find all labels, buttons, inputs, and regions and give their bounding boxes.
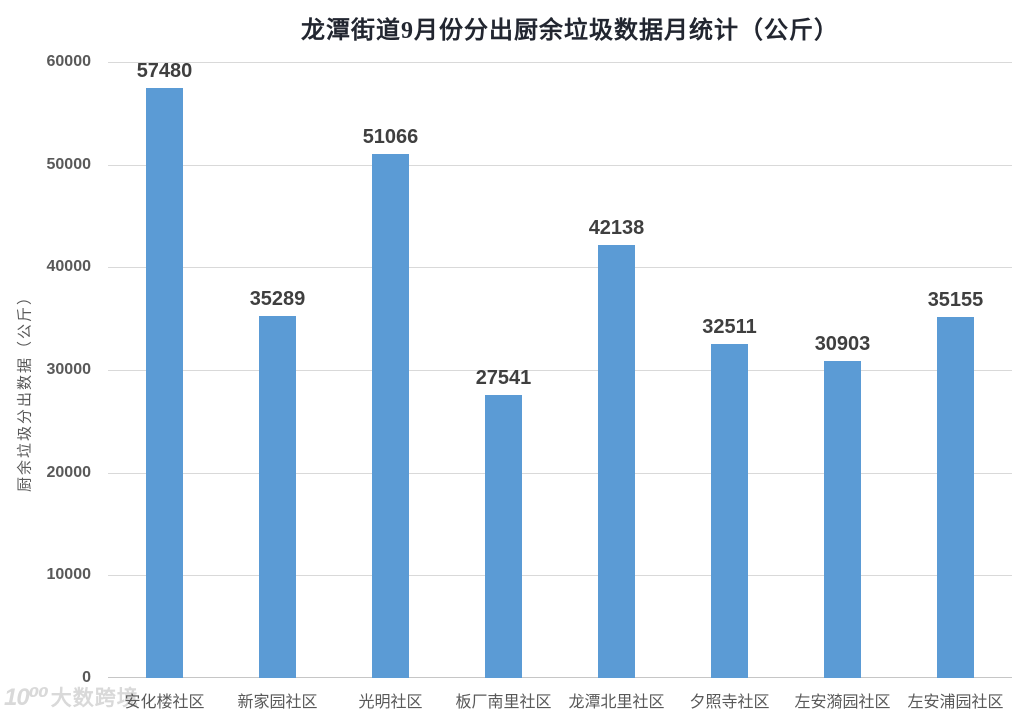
bar bbox=[259, 315, 296, 678]
y-tick-label: 60000 bbox=[46, 53, 92, 70]
x-axis-line bbox=[108, 677, 1012, 678]
x-tick-label: 龙潭北里社区 bbox=[568, 694, 665, 711]
y-tick-label: 20000 bbox=[46, 463, 92, 481]
y-axis-title: 厨余垃圾分出数据（公斤） bbox=[16, 287, 34, 493]
bar bbox=[824, 360, 861, 678]
bar bbox=[711, 344, 748, 678]
gridline bbox=[108, 472, 1012, 474]
x-tick-label: 光明社区 bbox=[358, 694, 423, 711]
gridline bbox=[108, 62, 1012, 63]
bar-value-label: 51066 bbox=[362, 125, 419, 148]
plot-area bbox=[108, 62, 1012, 678]
bar bbox=[937, 317, 974, 678]
x-tick-label: 左安漪园社区 bbox=[794, 694, 891, 711]
bar-value-label: 27541 bbox=[475, 367, 532, 390]
bar-value-label: 32511 bbox=[702, 316, 757, 339]
gridline bbox=[108, 267, 1012, 269]
y-tick-label: 0 bbox=[82, 669, 91, 686]
bar bbox=[598, 245, 635, 678]
x-tick-label: 左安浦园社区 bbox=[907, 694, 1004, 711]
x-tick-label: 安化楼社区 bbox=[124, 694, 205, 711]
gridline bbox=[108, 575, 1012, 577]
bar-value-label: 35155 bbox=[927, 289, 984, 312]
gridline bbox=[108, 164, 1012, 166]
bar-value-label: 30903 bbox=[814, 332, 871, 355]
x-tick-label: 夕照寺社区 bbox=[689, 694, 770, 711]
bar bbox=[146, 87, 183, 678]
x-tick-label: 板厂南里社区 bbox=[455, 694, 552, 711]
bar bbox=[372, 153, 409, 678]
bar-value-label: 57480 bbox=[136, 59, 193, 82]
x-tick-label: 新家园社区 bbox=[237, 694, 318, 711]
bar bbox=[485, 395, 522, 678]
y-tick-label: 30000 bbox=[46, 361, 92, 378]
bar-value-label: 42138 bbox=[588, 217, 645, 240]
chart-title: 龙潭街道9月份分出厨余垃圾数据月统计（公斤） bbox=[301, 18, 839, 44]
gridline bbox=[108, 370, 1012, 371]
watermark-logo-icon: 10⁰⁰ bbox=[4, 684, 49, 711]
y-tick-label: 40000 bbox=[46, 258, 92, 276]
y-tick-label: 10000 bbox=[46, 566, 92, 584]
y-tick-label: 50000 bbox=[46, 155, 92, 173]
bar-value-label: 35289 bbox=[249, 287, 306, 310]
